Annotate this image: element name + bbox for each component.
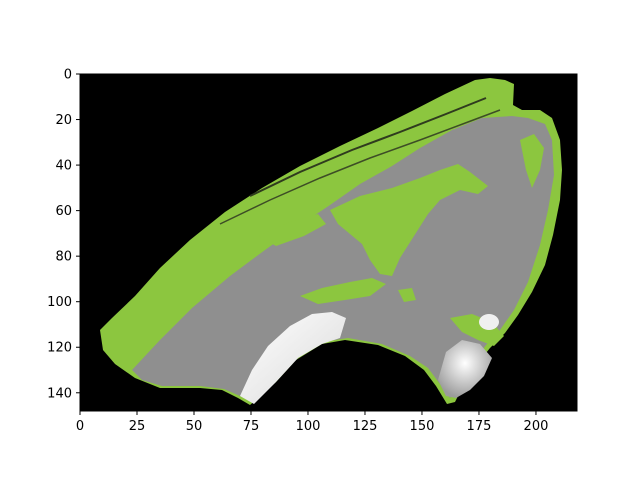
y-tick-label: 0 xyxy=(64,68,72,83)
y-tick-label: 140 xyxy=(47,386,72,401)
x-tick-label: 0 xyxy=(76,419,84,434)
bright-structure xyxy=(438,340,492,398)
axes-frame xyxy=(79,73,578,412)
x-tick-label: 200 xyxy=(524,419,549,434)
x-tick-label: 100 xyxy=(296,419,321,434)
overlay-island xyxy=(398,288,416,302)
overlay-island xyxy=(520,134,544,188)
x-tick-label: 50 xyxy=(186,419,203,434)
y-tick-label: 20 xyxy=(55,113,72,128)
overlay-streak xyxy=(249,97,487,197)
overlay-island xyxy=(258,214,326,246)
overlay-island xyxy=(330,164,488,276)
overlay-streak xyxy=(219,109,501,225)
x-tick-label: 125 xyxy=(353,419,378,434)
y-axis: 0 20 40 60 80 100 120 140 xyxy=(47,68,80,401)
x-axis: 0 25 50 75 100 125 150 175 200 xyxy=(76,411,549,434)
x-tick-label: 175 xyxy=(467,419,492,434)
y-tick-label: 60 xyxy=(55,204,72,219)
y-tick-label: 80 xyxy=(55,250,72,265)
overlay-island xyxy=(300,278,386,304)
x-tick-label: 75 xyxy=(243,419,260,434)
x-tick-label: 150 xyxy=(410,419,435,434)
image-area xyxy=(80,74,577,411)
y-tick-label: 40 xyxy=(55,159,72,174)
x-tick-label: 25 xyxy=(129,419,146,434)
y-tick-label: 120 xyxy=(47,341,72,356)
bright-spot xyxy=(479,314,499,330)
y-tick-label: 100 xyxy=(47,295,72,310)
bright-structure xyxy=(240,312,346,404)
